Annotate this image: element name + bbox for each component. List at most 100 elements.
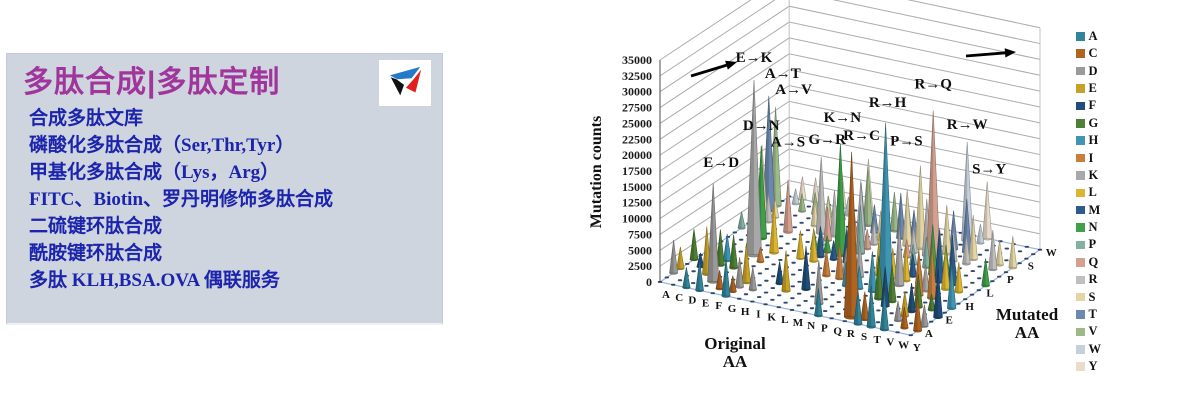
x-axis-letter: S (861, 331, 867, 343)
mutation-cone (902, 189, 913, 248)
legend-item: Y (1076, 359, 1101, 374)
legend-item: K (1076, 167, 1101, 182)
legend-item: R (1076, 272, 1101, 286)
mutation-cone (893, 300, 903, 323)
floor-dash (779, 235, 784, 238)
floor-dash (923, 301, 928, 304)
banner-title: 多肽合成|多肽定制 (23, 66, 281, 99)
legend-label: T (1088, 307, 1097, 322)
mutation-cone (954, 262, 964, 294)
floor-dash (792, 238, 797, 241)
floor-dash (757, 272, 763, 275)
mutation-cone (860, 291, 870, 322)
floor-dash (770, 298, 775, 301)
floor-dash (664, 276, 669, 279)
floor-dash (791, 261, 796, 264)
floor-dash (765, 232, 771, 235)
floor-dash (776, 306, 781, 309)
mutation-cone (894, 222, 905, 288)
floor-dash (1024, 257, 1029, 260)
mutation-cone (764, 193, 773, 224)
mutation-annotation: E→D (703, 155, 739, 171)
z-axis-letter: E (946, 315, 953, 327)
mutation-cone (729, 234, 738, 270)
floor-dash (789, 309, 795, 311)
x-axis-letter: L (781, 314, 788, 326)
floor-dash (685, 263, 690, 265)
floor-dash (1003, 271, 1009, 274)
x-axis-letter: W (898, 339, 909, 351)
floor-dash (903, 291, 908, 294)
mutation-cone (927, 293, 936, 312)
floor-dash (958, 243, 963, 246)
floor-dash (806, 205, 811, 208)
legend-item: I (1076, 151, 1101, 165)
mutation-cone (809, 228, 818, 263)
logo-black-arrow (390, 77, 405, 96)
floor-dash (864, 271, 869, 274)
legend-label: A (1088, 28, 1098, 43)
mutation-cone (756, 247, 765, 264)
x-axis-letter: T (874, 334, 882, 346)
floor-dash (809, 307, 815, 310)
floor-dash (796, 304, 801, 307)
floor-dash (810, 283, 815, 286)
y-axis-tick-label: 35000 (622, 53, 652, 67)
floor-dash (791, 250, 797, 252)
y-axis-tick-label: 5000 (628, 243, 652, 257)
legend-item: W (1076, 342, 1101, 356)
floor-dash (803, 311, 808, 314)
floor-dash (891, 241, 897, 244)
mutation-cone (863, 228, 872, 251)
mutation-cone (791, 188, 800, 206)
mutation-cone (781, 250, 791, 293)
legend-label: Y (1088, 359, 1098, 374)
mutation-cone (976, 223, 985, 245)
y-axis-tick-label: 2500 (628, 259, 652, 273)
mutation-cone (946, 265, 957, 310)
floor-dash (793, 214, 798, 217)
mutation-annotation: E→K (736, 50, 773, 66)
legend-label: P (1088, 237, 1097, 252)
x-axis-letter: P (821, 323, 828, 335)
floor-dash (805, 229, 811, 232)
legend-item: P (1076, 237, 1101, 252)
y-axis-tick-label: 7500 (628, 227, 652, 241)
mutation-cone (843, 151, 860, 320)
legend-label: F (1088, 98, 1097, 113)
floor-dash (765, 256, 770, 259)
legend-swatch (1076, 240, 1085, 250)
mutation-annotation: D→N (743, 118, 780, 134)
floor-dash (943, 299, 948, 302)
floor-dash (990, 280, 995, 283)
legend-swatch (1076, 84, 1085, 93)
legend-label: K (1088, 167, 1099, 182)
legend-label: L (1088, 185, 1097, 200)
logo-red-arrow (405, 69, 422, 93)
mutation-cone (889, 191, 899, 233)
legend-item: M (1076, 203, 1101, 217)
legend-swatch (1076, 345, 1085, 354)
mutation-cone (835, 242, 845, 281)
floor-dash (829, 317, 834, 320)
floor-dash (764, 268, 769, 270)
mutation-cone (676, 246, 685, 271)
floor-dash (677, 279, 683, 282)
x-axis-letter: N (807, 320, 815, 332)
floor-dash (963, 298, 968, 301)
banner-item: 酰胺键环肽合成 (29, 243, 163, 264)
floor-dash (806, 217, 811, 220)
floor-dash (1037, 248, 1043, 251)
x-axis-letter: M (793, 317, 804, 329)
mutation-annotation: R→C (843, 128, 880, 144)
mutation-cone (735, 257, 744, 289)
legend-swatch (1076, 258, 1085, 267)
floor-dash (942, 311, 947, 314)
right-arrow-upper-right-icon (965, 48, 1016, 58)
floor-dash (764, 279, 769, 282)
wall-gridline (659, 0, 1041, 77)
floor-dash (739, 238, 744, 241)
floor-dash (889, 312, 894, 315)
x-axis-letter: I (756, 309, 760, 321)
